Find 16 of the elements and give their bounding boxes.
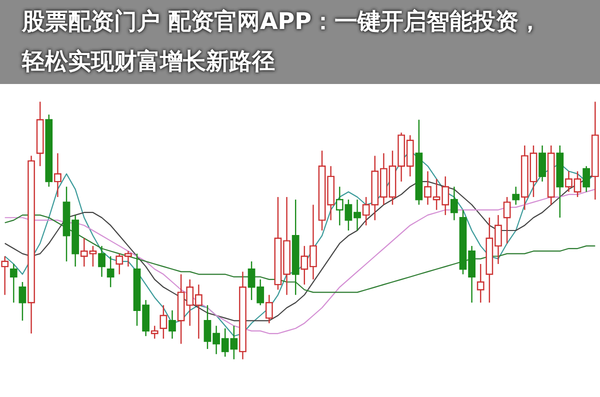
- candlestick: [10, 263, 18, 304]
- chart-title: 股票配资门户 配资官网APP：一键开启智能投资，轻松实现财富增长新路径: [22, 8, 543, 77]
- candlestick: [160, 304, 168, 340]
- candlestick: [512, 186, 520, 206]
- candlestick: [265, 294, 273, 324]
- candlestick: [450, 186, 458, 221]
- candlestick: [98, 245, 106, 278]
- candlestick: [503, 196, 511, 244]
- candlestick: [476, 263, 484, 304]
- candlestick: [538, 144, 546, 182]
- candlestick: [150, 325, 158, 340]
- candlestick: [18, 281, 26, 322]
- candlestick: [582, 166, 590, 192]
- candlestick: [106, 256, 114, 288]
- candlestick: [54, 152, 62, 198]
- candlestick: [168, 310, 176, 340]
